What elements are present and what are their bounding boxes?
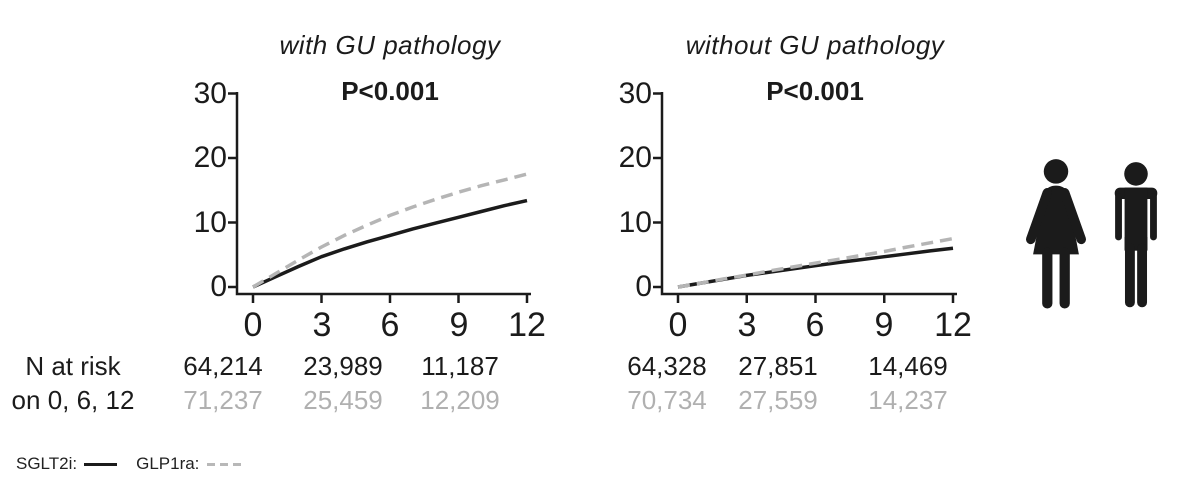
y-tick-label: 30 [618, 77, 652, 110]
risk-value-sglt2i: 64,328 [627, 351, 707, 381]
chart-title-left: with GU pathology [279, 30, 501, 60]
x-tick-label: 6 [805, 306, 825, 344]
risk-table-label-line1: N at risk [25, 351, 121, 381]
risk-table-label-line2: on 0, 6, 12 [11, 385, 135, 415]
x-tick-label: 9 [449, 306, 469, 344]
dashed-line-swatch [207, 462, 242, 466]
risk-value-sglt2i: 23,989 [303, 351, 383, 381]
p-value-left: P<0.001 [341, 76, 439, 106]
x-tick-label: 9 [874, 306, 894, 344]
chart-title-right: without GU pathology [685, 30, 945, 60]
risk-value-glp1ra: 12,209 [420, 385, 500, 415]
risk-value-sglt2i: 14,469 [868, 351, 948, 381]
risk-value-sglt2i: 11,187 [421, 351, 499, 381]
y-tick-label: 20 [618, 141, 652, 174]
legend-glp1ra-label: GLP1ra: [136, 454, 200, 473]
woman-icon [1025, 159, 1087, 309]
risk-value-glp1ra: 71,237 [183, 385, 263, 415]
legend: SGLT2i: GLP1ra: [16, 452, 242, 476]
legend-sglt2i-label: SGLT2i: [16, 454, 78, 473]
x-tick-label: 0 [243, 306, 263, 344]
risk-value-glp1ra: 70,734 [627, 385, 707, 415]
y-tick-label: 10 [618, 206, 652, 239]
risk-value-glp1ra: 25,459 [303, 385, 383, 415]
x-tick-label: 3 [312, 306, 332, 344]
y-tick-label: 0 [635, 270, 652, 303]
man-icon [1114, 162, 1158, 308]
x-tick-label: 3 [737, 306, 757, 344]
y-tick-label: 10 [193, 206, 227, 239]
risk-value-glp1ra: 14,237 [868, 385, 948, 415]
x-tick-label: 6 [380, 306, 400, 344]
risk-value-sglt2i: 27,851 [738, 351, 818, 381]
risk-value-glp1ra: 27,559 [738, 385, 818, 415]
x-tick-label: 12 [508, 306, 546, 344]
x-tick-label: 12 [934, 306, 972, 344]
p-value-right: P<0.001 [766, 76, 864, 106]
y-tick-label: 20 [193, 141, 227, 174]
solid-line-swatch [84, 462, 118, 466]
risk-value-sglt2i: 64,214 [183, 351, 263, 381]
y-tick-label: 0 [210, 270, 227, 303]
x-tick-label: 0 [668, 306, 688, 344]
y-tick-label: 30 [193, 77, 227, 110]
